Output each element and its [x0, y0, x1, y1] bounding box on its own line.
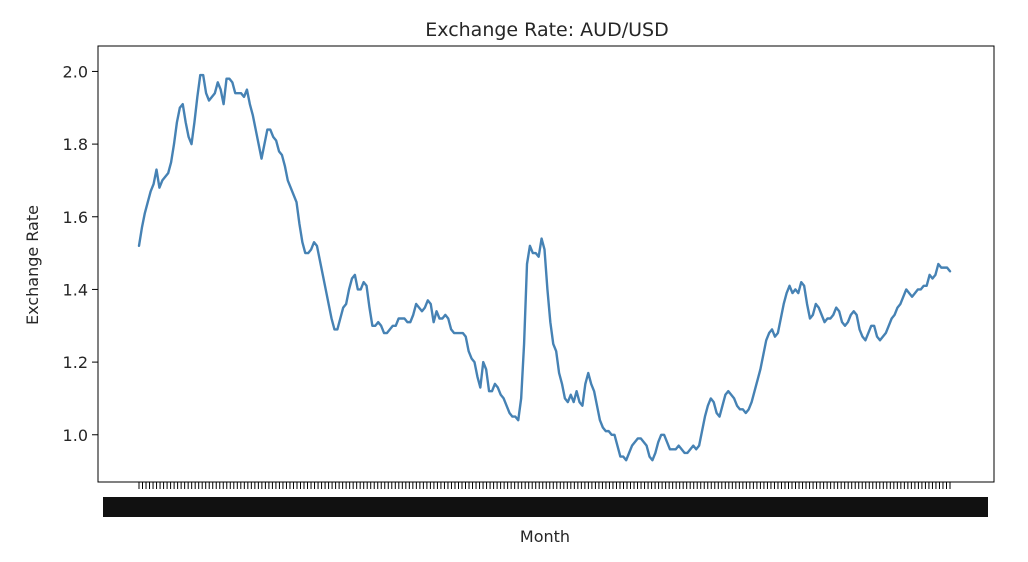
x-tick-labels-overlap	[103, 497, 988, 517]
x-axis	[103, 482, 988, 517]
y-axis: 1.0 1.2 1.4 1.6 1.8 2.0	[63, 62, 98, 445]
series-line	[137, 73, 952, 462]
y-tick-label: 1.8	[63, 135, 88, 154]
y-tick-label: 1.2	[63, 353, 88, 372]
x-axis-label: Month	[520, 527, 570, 546]
y-axis-label: Exchange Rate	[23, 205, 42, 325]
y-tick-label: 1.6	[63, 208, 88, 227]
y-tick-label: 2.0	[63, 62, 88, 81]
chart-title: Exchange Rate: AUD/USD	[425, 19, 668, 41]
y-tick-label: 1.4	[63, 280, 88, 299]
y-tick-label: 1.0	[63, 426, 88, 445]
